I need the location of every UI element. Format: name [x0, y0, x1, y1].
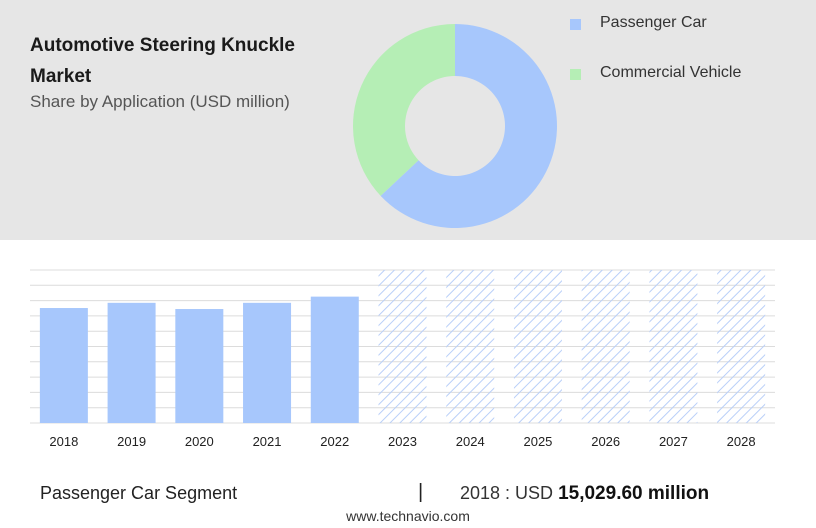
forecast-bar-2023 [378, 270, 427, 423]
donut-slice-commercial-vehicle [353, 24, 455, 196]
chart-subtitle: Share by Application (USD million) [30, 92, 290, 111]
bar-2022 [310, 296, 359, 423]
bar-chart: 2018 2019 2020 2021 2022 2023 2024 2025 2026 2027… [30, 269, 775, 449]
tick-label-2028: 2028 [727, 434, 756, 449]
bar-2019 [107, 302, 156, 423]
forecast-bar-2026 [581, 270, 630, 423]
bar-2021 [243, 302, 292, 423]
tick-label-2023: 2023 [388, 434, 417, 449]
tick-label-2019: 2019 [117, 434, 146, 449]
tick-label-2020: 2020 [185, 434, 214, 449]
footer-value-line: 2018 : USD 15,029.60 million [460, 483, 709, 505]
donut-slice-passenger-car [380, 24, 557, 228]
tick-label-2021: 2021 [253, 434, 282, 449]
forecast-bar-2027 [649, 270, 698, 423]
footer-value: 15,029.60 million [558, 483, 710, 504]
segment-label: Passenger Car Segment [40, 483, 238, 503]
footer-separator: | [418, 481, 424, 503]
website-link[interactable]: www.technavio.com [346, 508, 470, 524]
bar-2020 [175, 309, 224, 423]
forecast-bar-2028 [717, 270, 766, 423]
tick-label-2026: 2026 [591, 434, 620, 449]
tick-label-2024: 2024 [456, 434, 485, 449]
legend-swatch-passenger-car [570, 19, 581, 30]
donut-chart [353, 24, 557, 228]
footer-year-prefix: 2018 : USD [460, 483, 554, 503]
bar-2018 [39, 308, 88, 423]
forecast-bar-2024 [446, 270, 495, 423]
legend-label-passenger-car: Passenger Car [600, 14, 707, 31]
tick-label-2027: 2027 [659, 434, 688, 449]
tick-label-2022: 2022 [320, 434, 349, 449]
forecast-bar-2025 [513, 270, 562, 423]
tick-label-2018: 2018 [49, 434, 78, 449]
legend-swatch-commercial-vehicle [570, 69, 581, 80]
tick-label-2025: 2025 [523, 434, 552, 449]
legend-label-commercial-vehicle: Commercial Vehicle [600, 64, 742, 81]
chart-title: Automotive Steering Knuckle Market [30, 35, 295, 87]
